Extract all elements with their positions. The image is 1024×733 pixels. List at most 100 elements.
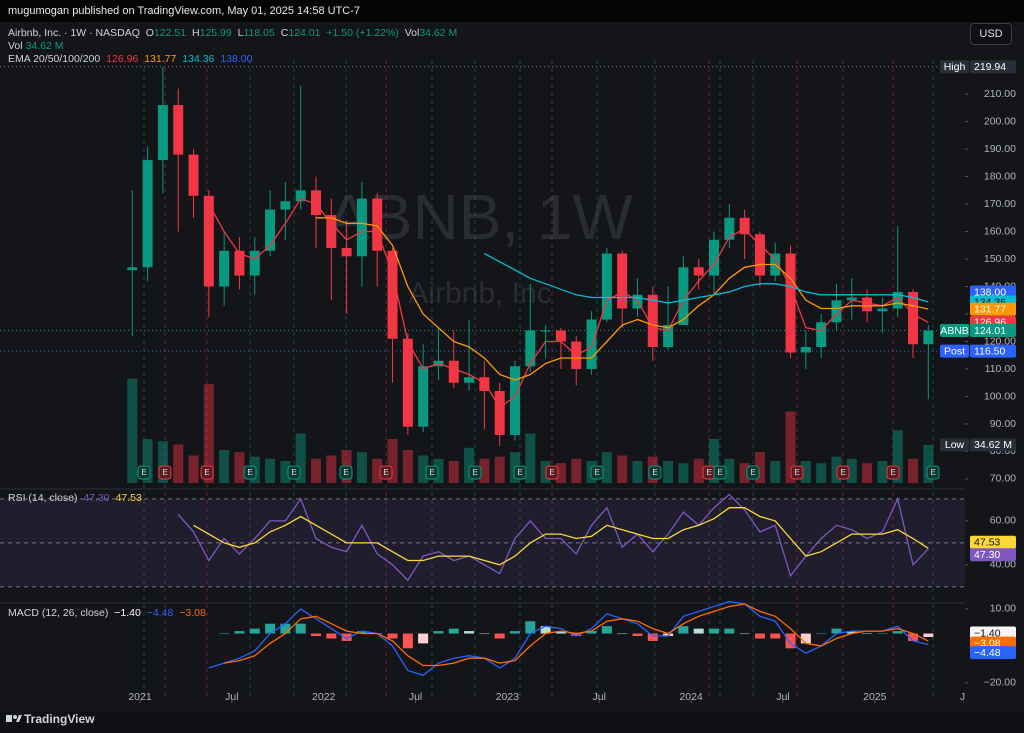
volume-bar	[234, 452, 245, 483]
volume-bar	[372, 458, 383, 483]
macd-histogram-bar	[341, 633, 352, 641]
change: +1.50 (+1.22%)	[326, 27, 399, 39]
price-tag	[970, 344, 1016, 358]
plot-area	[0, 60, 965, 700]
volume-bar	[387, 439, 398, 483]
candle-body	[724, 217, 735, 240]
candle-body	[923, 330, 934, 345]
candle-body	[310, 190, 321, 216]
x-tick-label: Jul	[776, 691, 789, 703]
event-badge	[287, 465, 301, 480]
volume-bar	[770, 461, 781, 483]
vol-value: 34.62 M	[419, 27, 458, 39]
volume-bar	[632, 461, 643, 483]
volume-bar	[203, 384, 214, 483]
event-badge-label: E	[930, 468, 935, 477]
macd-histogram-bar	[586, 631, 597, 634]
macd-histogram-bar	[555, 631, 566, 634]
candle-body	[157, 105, 168, 161]
event-badge	[243, 465, 257, 480]
macd-histogram-bar	[709, 628, 720, 634]
event-badge-label: E	[717, 468, 722, 477]
macd-hist-value: −1.40	[114, 607, 141, 619]
price-tag-title: High	[944, 61, 966, 73]
volume-label: Vol	[8, 40, 23, 52]
x-tick-label: 2021	[128, 691, 152, 703]
macd-histogram-bar	[862, 633, 873, 635]
macd-histogram-bar	[770, 633, 781, 639]
price-tag-label: 219.94	[974, 61, 1006, 73]
y-tick-label: 200.00	[984, 115, 1016, 127]
candle-body	[908, 292, 919, 345]
volume-bar	[326, 455, 337, 483]
ema-line	[316, 217, 929, 381]
price-tag-title: Post	[944, 345, 965, 357]
event-badge	[836, 465, 850, 480]
price-tag-label: −4.48	[974, 647, 1001, 659]
candle-body	[265, 209, 276, 251]
ohlc-value: 122.51	[153, 27, 187, 39]
candle-body	[862, 297, 873, 312]
rsi-legend: RSI (14, close) 47.30 47.53	[8, 492, 145, 504]
event-badge-label: E	[517, 468, 522, 477]
rsi-line	[177, 493, 929, 582]
candle-body	[663, 325, 674, 347]
macd-histogram-bar	[846, 631, 857, 634]
ohlc-value: 118.05	[243, 27, 275, 39]
candle-body	[693, 267, 704, 276]
y-tick-label: 210.00	[984, 88, 1016, 100]
macd-histogram-bar	[785, 633, 796, 649]
ohlc-label: H	[192, 27, 200, 39]
price-tag	[970, 285, 1016, 299]
macd-histogram-bar	[448, 628, 459, 634]
volume-bar	[310, 458, 321, 483]
volume-legend: Vol 34.62 M	[8, 40, 67, 52]
macd-histogram-bar	[387, 633, 398, 639]
candle-body	[142, 160, 153, 268]
price-tag-title-box	[940, 323, 969, 337]
volume-bar	[800, 461, 811, 483]
event-badge-label: E	[472, 468, 477, 477]
candle-body	[739, 217, 750, 235]
watermark-name: Airbnb, Inc	[408, 277, 551, 310]
macd-histogram-bar	[678, 626, 689, 634]
macd-histogram-bar	[219, 633, 230, 635]
price-tag-label: 47.53	[974, 537, 1000, 549]
event-badge-label: E	[141, 468, 146, 477]
macd-histogram-bar	[663, 633, 674, 637]
ema-value: 134.36	[182, 53, 215, 65]
candle-body	[280, 201, 291, 210]
candle-body	[234, 250, 245, 276]
ema-legend: EMA 20/50/100/200 126.96 131.77 134.36 1…	[8, 53, 255, 65]
price-tag-label: 47.30	[974, 549, 1000, 561]
volume-bar	[846, 458, 857, 483]
volume-bar	[173, 444, 184, 483]
event-badge-label: E	[204, 468, 209, 477]
ohlc-label: L	[237, 27, 244, 39]
price-tag	[970, 60, 1016, 74]
currency-button[interactable]: USD	[970, 23, 1012, 45]
volume-bar	[127, 378, 138, 483]
x-tick-label: 2025	[863, 691, 887, 703]
volume-bar	[663, 461, 674, 483]
macd-histogram-bar	[249, 628, 260, 634]
signal-value: −3.08	[179, 607, 206, 619]
volume-bar	[295, 433, 306, 483]
candle-body	[387, 250, 398, 339]
macd-histogram-bar	[754, 633, 765, 639]
event-badge-label: E	[706, 468, 711, 477]
macd-histogram-bar	[540, 626, 551, 634]
macd-legend: MACD (12, 26, close) −1.40 −4.48 −3.08	[8, 607, 209, 619]
macd-histogram-bar	[601, 626, 612, 634]
price-tag	[970, 438, 1016, 452]
macd-histogram-bar	[265, 623, 276, 634]
event-badge	[545, 465, 559, 480]
candle-body	[402, 338, 413, 427]
ema-label: EMA 20/50/100/200	[8, 53, 101, 65]
footer-brand: TradingView	[24, 712, 95, 726]
candle-body	[816, 322, 827, 347]
price-tag	[970, 535, 1016, 549]
macd-histogram-bar	[510, 631, 520, 634]
